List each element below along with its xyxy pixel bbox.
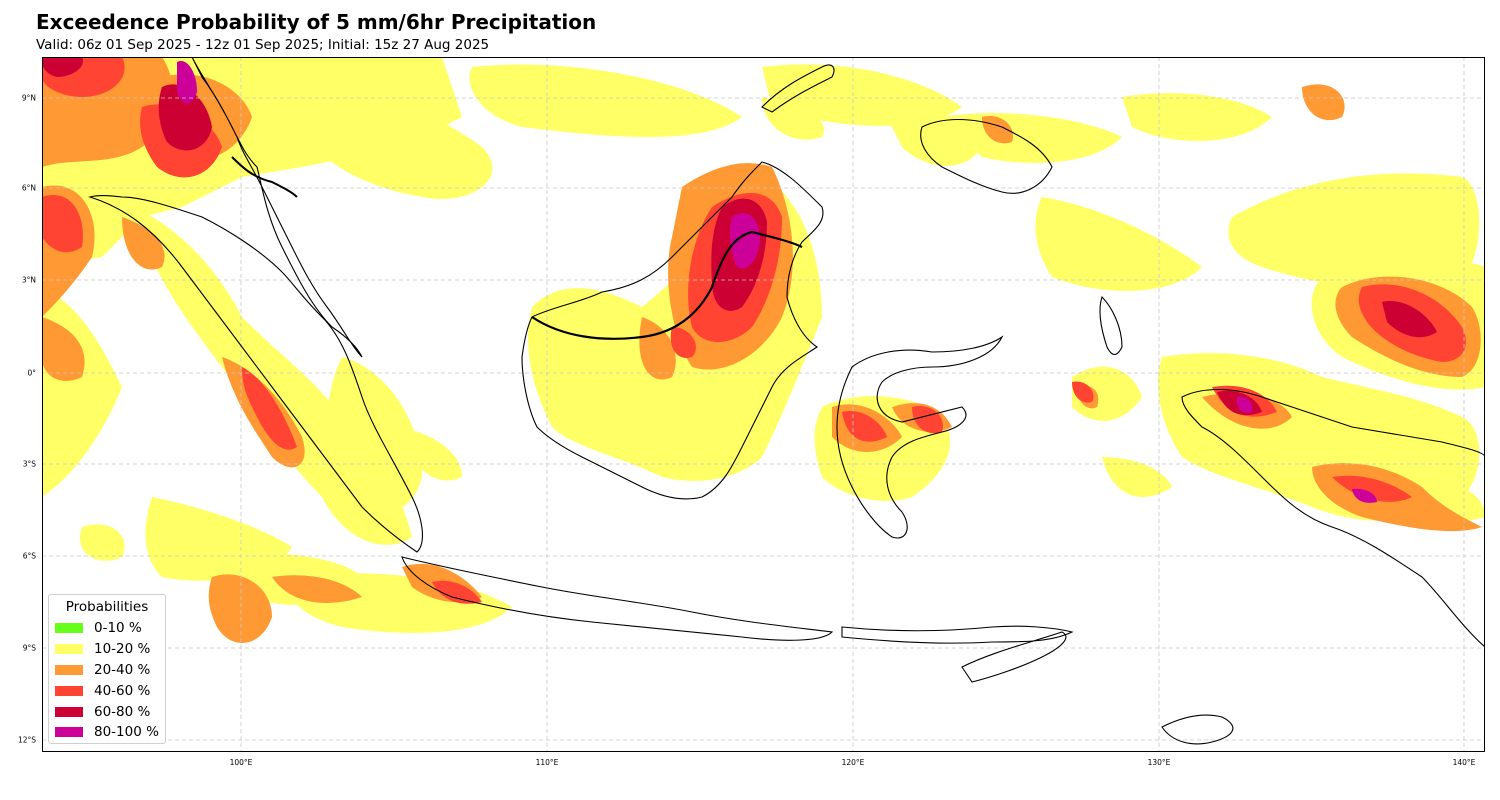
lon-label-100e: 100°E: [229, 758, 253, 767]
lat-label-9n: 9°N: [21, 93, 36, 103]
borneo-border: [531, 230, 803, 340]
legend-swatch: [55, 623, 83, 634]
axes-frame: [42, 57, 1485, 752]
sulawesi-coast: [836, 335, 1004, 539]
legend-item-0-10: 0-10 %: [49, 618, 165, 639]
legend-label: 40-60 %: [94, 682, 151, 699]
legend-swatch: [55, 664, 83, 675]
legend-label: 0-10 %: [94, 620, 142, 637]
lat-label-3s: 3°S: [22, 459, 36, 469]
timor-coast: [961, 631, 1067, 683]
legend: Probabilities 0-10 % 10-20 % 20-40 % 40-…: [48, 594, 166, 744]
lon-label-140e: 140°E: [1452, 758, 1476, 767]
new-guinea-coast: [1181, 388, 1485, 648]
borneo-coast: [521, 161, 824, 500]
precip-80-100: [177, 61, 1377, 503]
legend-swatch: [55, 644, 83, 655]
precip-10-20: [42, 57, 1485, 633]
legend-label: 60-80 %: [94, 703, 151, 720]
legend-label: 10-20 %: [94, 641, 151, 658]
halmahera-coast: [1099, 295, 1123, 356]
lon-label-110e: 110°E: [535, 758, 559, 767]
lesser-sunda-coast: [841, 625, 1074, 644]
legend-swatch: [55, 706, 83, 717]
lat-label-6s: 6°S: [22, 551, 36, 561]
legend-label: 80-100 %: [94, 724, 159, 741]
precip-field: [42, 57, 1485, 644]
legend-item-80-100: 80-100 %: [49, 722, 165, 743]
malay-peninsula-coast: [191, 57, 363, 358]
lat-label-9s: 9°S: [22, 643, 36, 653]
sumatra-coast: [88, 194, 423, 553]
mindanao-coast: [920, 118, 1053, 194]
map-title: Exceedence Probability of 5 mm/6hr Preci…: [36, 10, 597, 34]
legend-item-40-60: 40-60 %: [49, 680, 165, 701]
legend-swatch: [55, 685, 83, 696]
legend-title: Probabilities: [65, 599, 149, 615]
coastlines: [88, 57, 1485, 745]
legend-item-60-80: 60-80 %: [49, 701, 165, 722]
australia-coast: [1161, 714, 1234, 745]
map-canvas: [42, 57, 1485, 752]
legend-item-20-40: 20-40 %: [49, 660, 165, 681]
java-coast: [401, 556, 834, 641]
map-subtitle: Valid: 06z 01 Sep 2025 - 12z 01 Sep 2025…: [36, 37, 490, 53]
map-panel: [42, 57, 1485, 752]
legend-label: 20-40 %: [94, 661, 151, 678]
lat-label-3n: 3°N: [21, 275, 36, 285]
legend-item-10-20: 10-20 %: [49, 639, 165, 660]
lat-label-0: 0°: [27, 368, 36, 378]
legend-swatch: [55, 727, 83, 738]
lat-label-6n: 6°N: [21, 183, 36, 193]
lat-label-12s: 12°S: [17, 735, 36, 745]
thailand-border: [231, 156, 298, 198]
lon-label-130e: 130°E: [1147, 758, 1171, 767]
philippines-coast: [761, 64, 835, 113]
lon-label-120e: 120°E: [841, 758, 865, 767]
